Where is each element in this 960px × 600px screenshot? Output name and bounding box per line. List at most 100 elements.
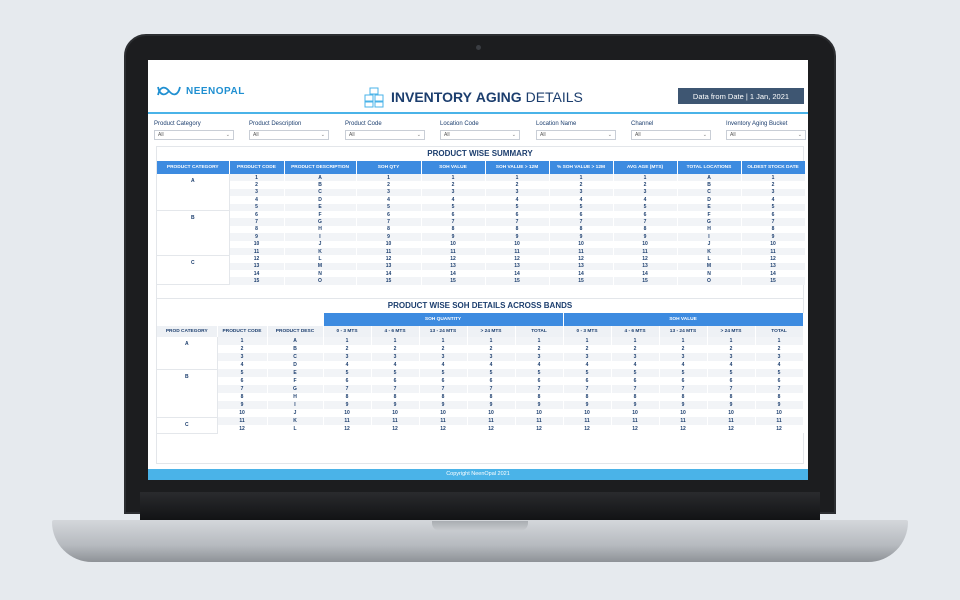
table-cell: 3: [707, 353, 756, 361]
table-row: C 11 K 11 11 11 11 11 11 11 11 11 11: [157, 417, 804, 434]
summary-col-header[interactable]: SOH VALUE > 12M: [485, 161, 550, 174]
logo-text: NEENOPAL: [186, 85, 245, 97]
table-cell: 8: [419, 393, 468, 401]
table-cell: 9: [356, 233, 422, 241]
filter-label: Product Description: [249, 121, 302, 127]
table-cell: 8: [485, 225, 550, 234]
table-cell: 10: [515, 409, 564, 417]
table-cell: 12: [549, 255, 614, 263]
table-cell: A: [284, 174, 357, 182]
summary-col-header[interactable]: TOTAL LOCATIONS: [677, 161, 742, 174]
summary-col-header[interactable]: SOH VALUE: [421, 161, 486, 174]
filter-dropdown[interactable]: All ⌄: [726, 130, 806, 140]
summary-title: PRODUCT WISE SUMMARY: [427, 149, 533, 158]
table-cell: 6: [323, 377, 372, 385]
filter-dropdown[interactable]: All ⌄: [440, 130, 520, 140]
table-cell: 8: [356, 225, 422, 234]
bands-col-header[interactable]: 13 - 24 MTS: [659, 326, 708, 337]
table-cell: 13: [421, 262, 486, 271]
bands-col-header[interactable]: 0 - 3 MTS: [563, 326, 612, 337]
table-cell: 1: [741, 174, 806, 182]
summary-col-header[interactable]: PRODUCT CODE: [229, 161, 285, 174]
filter-dropdown[interactable]: All ⌄: [249, 130, 329, 140]
filter-dropdown[interactable]: All ⌄: [631, 130, 711, 140]
table-cell: 5: [707, 369, 756, 377]
table-cell: 5: [613, 203, 678, 211]
table-cell: 8: [421, 225, 486, 234]
band-spacer: [157, 313, 324, 326]
table-cell: D: [677, 196, 742, 204]
table-cell: 10: [467, 409, 516, 417]
table-cell: 3: [217, 353, 268, 361]
title-word-inventory: INVENTORY: [391, 89, 472, 105]
table-cell: H: [284, 225, 357, 234]
table-cell: B: [677, 181, 742, 189]
bands-col-header[interactable]: 0 - 3 MTS: [323, 326, 372, 337]
bands-col-header[interactable]: PRODUCT DESC: [267, 326, 324, 337]
summary-col-header[interactable]: SOH QTY: [356, 161, 422, 174]
table-cell: 11: [371, 417, 420, 425]
table-cell: N: [284, 270, 357, 278]
table-cell: 3: [485, 188, 550, 197]
table-cell: 7: [515, 385, 564, 393]
bands-col-header[interactable]: > 24 MTS: [707, 326, 756, 337]
table-cell: 8: [707, 393, 756, 401]
table-cell: 12: [371, 425, 420, 433]
table-cell: 5: [563, 369, 612, 377]
table-cell: 12: [419, 425, 468, 433]
bands-col-header[interactable]: PRODUCT CODE: [217, 326, 268, 337]
summary-col-header[interactable]: PRODUCT CATEGORY: [157, 161, 230, 174]
table-cell: 7: [707, 385, 756, 393]
table-cell: 12: [613, 255, 678, 263]
table-cell: L: [267, 425, 324, 433]
table-cell: 5: [421, 203, 486, 211]
table-cell: 13: [613, 262, 678, 271]
table-cell: M: [677, 262, 742, 271]
table-cell: 6: [217, 377, 268, 385]
table-cell: 6: [515, 377, 564, 385]
brand-logo[interactable]: NEENOPAL: [156, 84, 245, 98]
table-cell: I: [677, 233, 742, 241]
title-word-details: DETAILS: [525, 89, 583, 105]
filter-dropdown[interactable]: All ⌄: [154, 130, 234, 140]
table-cell: 9: [659, 401, 708, 409]
bands-col-header[interactable]: 4 - 6 MTS: [611, 326, 660, 337]
table-cell: 4: [371, 361, 420, 369]
bands-col-header[interactable]: TOTAL: [755, 326, 804, 337]
table-cell: 2: [755, 345, 804, 353]
table-cell: J: [677, 240, 742, 248]
table-cell: 11: [323, 417, 372, 425]
table-cell: 1: [371, 337, 420, 345]
filter-0: Product Category All ⌄: [154, 121, 234, 140]
table-cell: 12: [611, 425, 660, 433]
table-cell: 6: [659, 377, 708, 385]
table-cell: J: [284, 240, 357, 248]
summary-col-header[interactable]: OLDEST STOCK DATE: [741, 161, 806, 174]
table-cell: 8: [467, 393, 516, 401]
table-cell: 4: [467, 361, 516, 369]
table-cell: 9: [611, 401, 660, 409]
table-cell: 5: [217, 369, 268, 377]
bands-col-header[interactable]: PROD CATEGORY: [157, 326, 218, 337]
table-cell: 11: [421, 247, 486, 256]
summary-col-header[interactable]: AVG AGE (MTS): [613, 161, 678, 174]
bands-col-header[interactable]: 13 - 24 MTS: [419, 326, 468, 337]
table-cell: 13: [356, 262, 422, 271]
filter-dropdown[interactable]: All ⌄: [345, 130, 425, 140]
bands-col-header[interactable]: 4 - 6 MTS: [371, 326, 420, 337]
table-cell: 10: [419, 409, 468, 417]
bands-col-header[interactable]: TOTAL: [515, 326, 564, 337]
table-cell: 6: [549, 210, 614, 219]
summary-col-header[interactable]: % SOH VALUE > 12M: [549, 161, 614, 174]
table-cell: 4: [485, 196, 550, 204]
bands-col-header[interactable]: > 24 MTS: [467, 326, 516, 337]
filter-dropdown[interactable]: All ⌄: [536, 130, 616, 140]
summary-col-header[interactable]: PRODUCT DESCRIPTION: [284, 161, 357, 174]
table-cell: 1: [421, 174, 486, 182]
table-cell: 4: [563, 361, 612, 369]
table-cell: M: [284, 262, 357, 271]
table-cell: 3: [229, 188, 285, 197]
